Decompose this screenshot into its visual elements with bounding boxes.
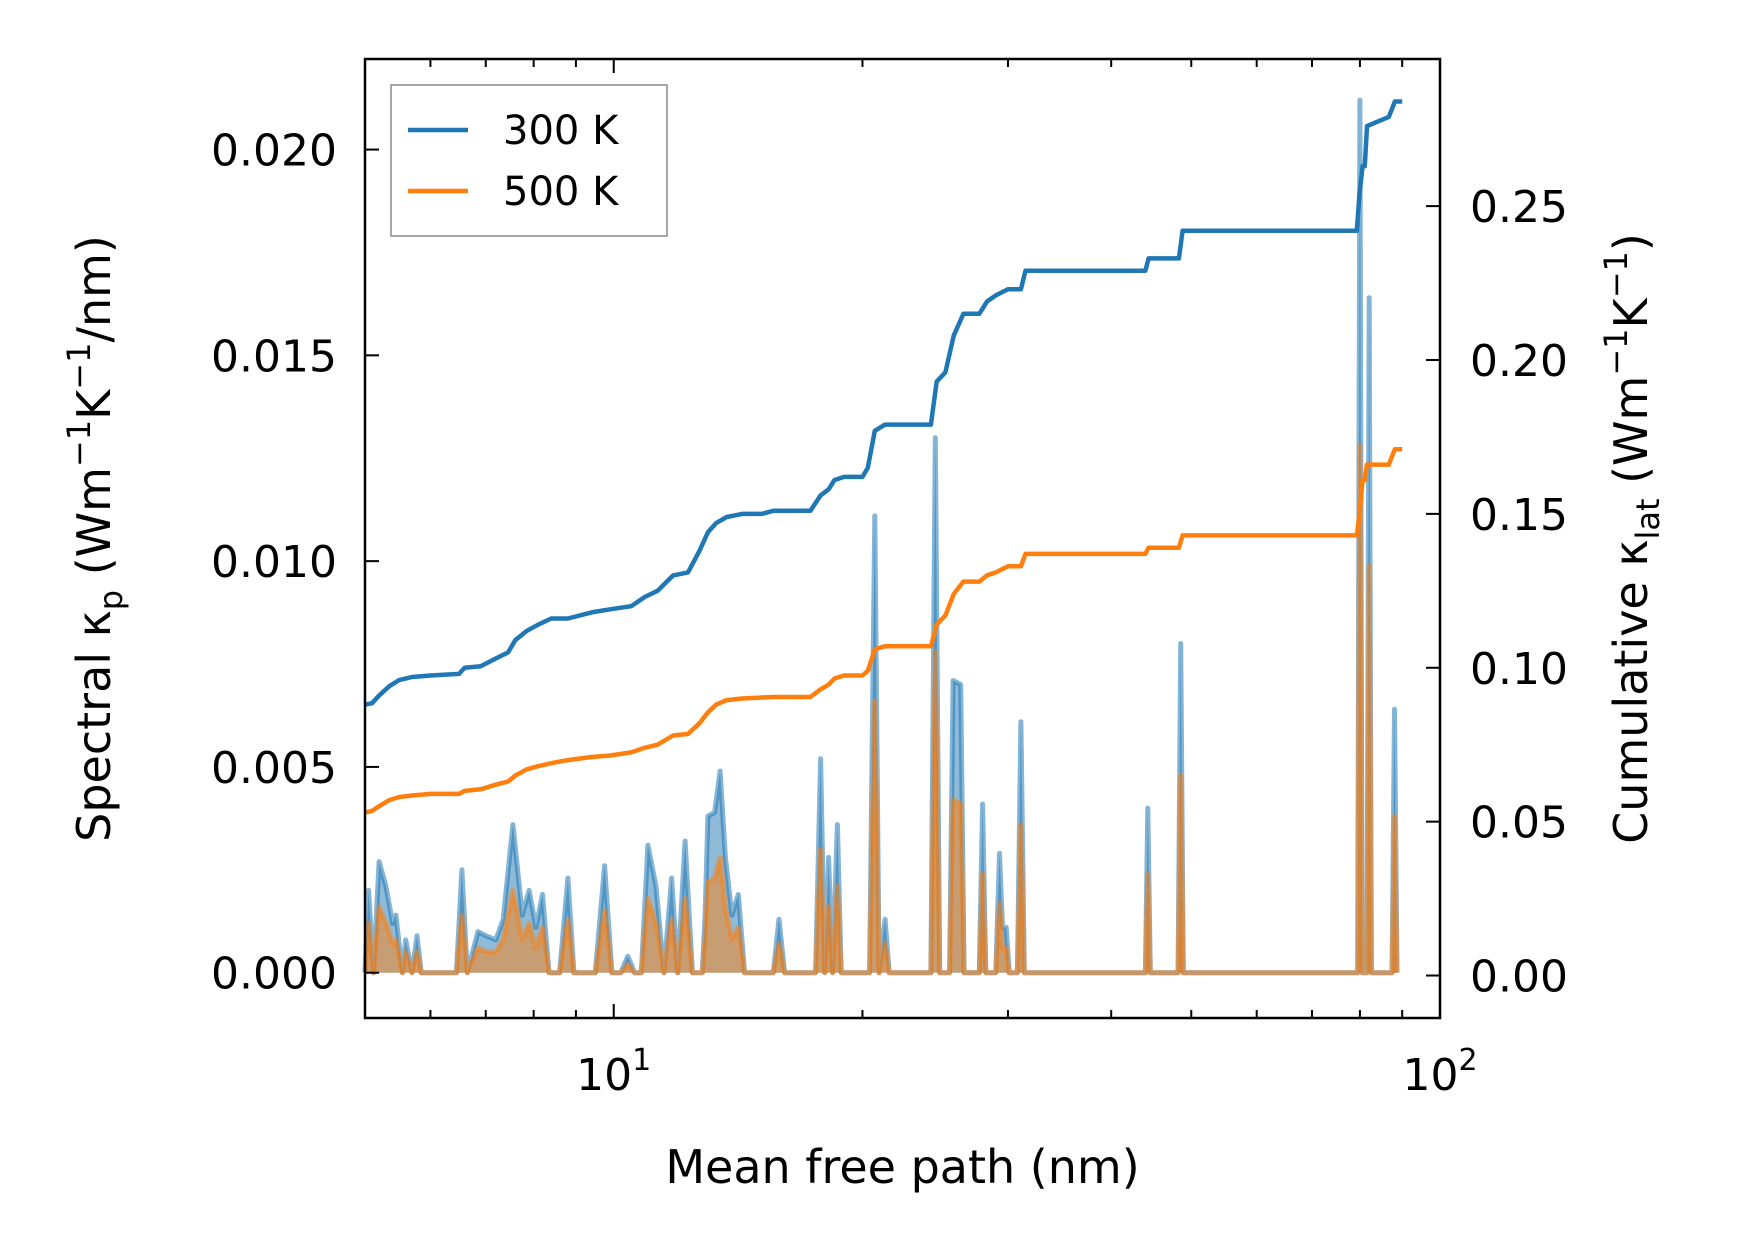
y-left-tick-label: 0.005 bbox=[211, 743, 337, 794]
plot-frame bbox=[363, 57, 1442, 1020]
x-tick-label: 102 bbox=[1402, 1043, 1477, 1101]
legend-label-1: 500 K bbox=[503, 169, 620, 215]
y-right-tick-label: 0.25 bbox=[1470, 182, 1568, 233]
y-right-tick-label: 0.00 bbox=[1470, 952, 1568, 1003]
x-tick-label: 101 bbox=[576, 1043, 651, 1101]
cumulative-lines bbox=[364, 99, 1403, 815]
legend: 300 K 500 K bbox=[390, 84, 668, 237]
cumulative-line-3 bbox=[364, 446, 1403, 815]
y-right-tick-label: 0.20 bbox=[1470, 336, 1568, 387]
axes: 101 102 0.000 0.005 0.010 0.015 0.020 0.00 0.05 0… bbox=[60, 57, 1667, 1194]
y-left-tick-label: 0.010 bbox=[211, 537, 337, 588]
y-left-tick-label: 0.000 bbox=[211, 949, 337, 1000]
x-axis-title: Mean free path (nm) bbox=[665, 1140, 1139, 1194]
y-right-axis-title: Cumulative κlat (Wm−1K−1) bbox=[1597, 233, 1667, 844]
legend-box bbox=[390, 84, 668, 237]
spectral-line-1 bbox=[362, 443, 1400, 976]
y-right-tick-label: 0.10 bbox=[1470, 644, 1568, 695]
y-left-axis-title: Spectral κp (Wm−1K−1/nm) bbox=[60, 235, 130, 842]
y-right-tick-label: 0.15 bbox=[1470, 490, 1568, 541]
y-left-tick-label: 0.015 bbox=[211, 331, 337, 382]
y-right-tick-label: 0.05 bbox=[1470, 798, 1568, 849]
legend-label-0: 300 K bbox=[503, 108, 620, 154]
cumulative-line-2 bbox=[364, 99, 1403, 707]
y-left-tick-label: 0.020 bbox=[211, 126, 337, 177]
spectral-areas bbox=[362, 97, 1400, 976]
